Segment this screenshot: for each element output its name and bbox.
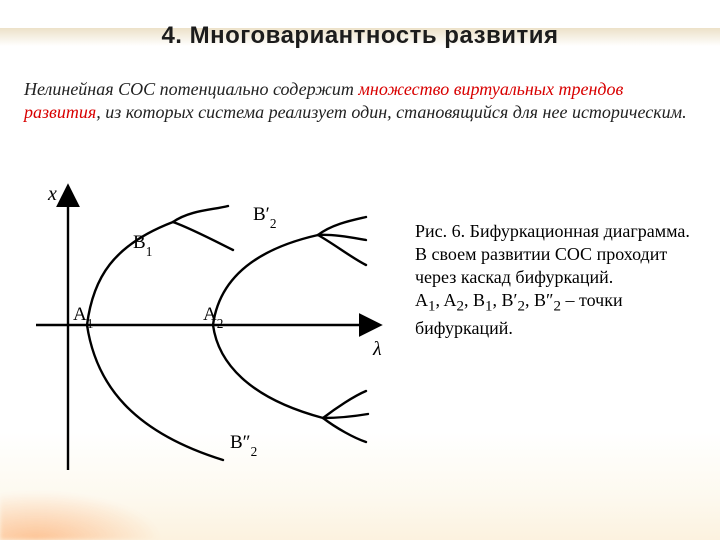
slide-title: 4. Многовариантность развития <box>0 22 720 50</box>
curve-A1-lower <box>87 325 223 460</box>
figure-caption: Рис. 6. Бифуркационная диаграмма. В свое… <box>415 220 700 340</box>
lead-suffix: , из которых система реализует один, ста… <box>96 102 686 122</box>
presentation-slide: 4. Многовариантность развития Нелинейная… <box>0 0 720 540</box>
svg-text:λ: λ <box>372 338 382 360</box>
curve-Bpp2-dn <box>323 418 366 442</box>
lead-paragraph: Нелинейная СОС потенциально содержит мно… <box>24 78 696 125</box>
caption-points: A1, A2, B1, B′2, B″2 – точки бифуркаций. <box>415 290 623 338</box>
curve-A1-upper <box>87 222 173 325</box>
label-Bp2: B′2 <box>253 204 277 231</box>
curve-Bpp2-mid <box>323 414 368 418</box>
bifurcation-figure: λxA1A2B1B′2B″2 <box>18 170 398 490</box>
svg-text:x: x <box>47 183 57 205</box>
label-B1: B1 <box>133 232 152 259</box>
caption-line1: Рис. 6. Бифуркационная диаграмма. В свое… <box>415 221 690 287</box>
curve-B1-up <box>173 206 228 222</box>
lead-prefix: Нелинейная СОС потенциально содержит <box>24 79 358 99</box>
curve-B1-dn <box>173 222 233 250</box>
bottom-accent-decoration <box>0 492 720 540</box>
curve-A2-lower <box>213 325 323 418</box>
curve-Bpp2-up <box>323 391 366 418</box>
label-Bpp2: B″2 <box>230 432 257 459</box>
bifurcation-svg: λxA1A2B1B′2B″2 <box>18 170 398 490</box>
curve-Bp2-up <box>318 217 366 235</box>
